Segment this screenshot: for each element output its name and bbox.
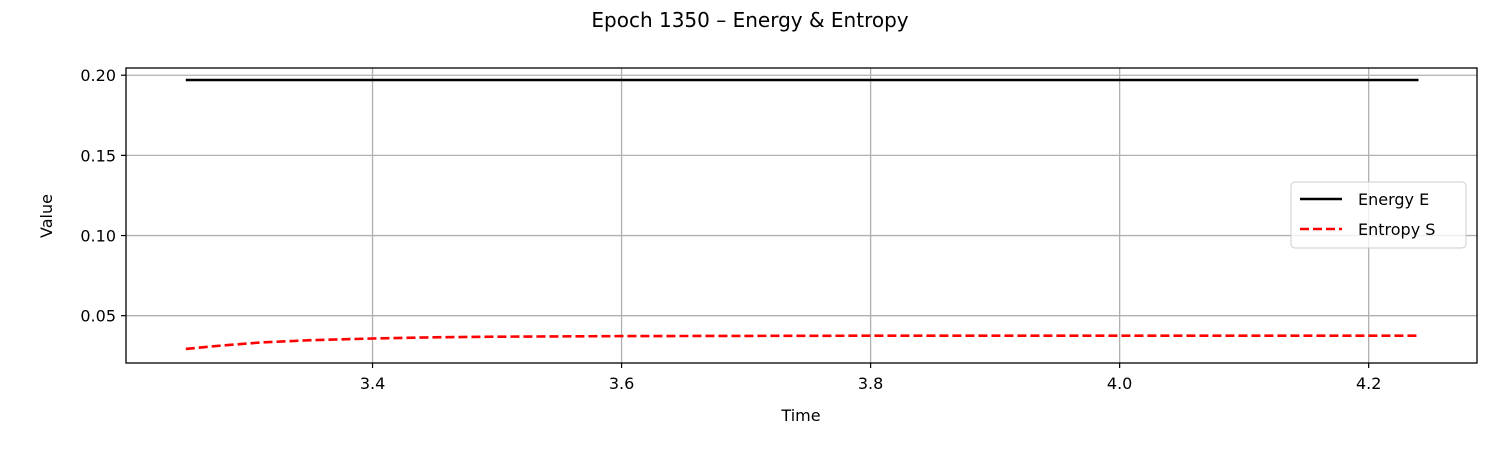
- x-ticks: 3.4 3.6 3.8 4.0 4.2: [360, 363, 1381, 393]
- x-tick-label: 4.0: [1107, 374, 1132, 393]
- series-line-entropy: [185, 334, 1419, 351]
- legend-label: Entropy S: [1358, 220, 1435, 239]
- y-tick-label: 0.15: [80, 146, 116, 165]
- legend: Energy E Entropy S: [1290, 181, 1467, 249]
- y-tick-label: 0.10: [80, 227, 116, 246]
- x-tick-label: 3.4: [360, 374, 385, 393]
- grid-lines: [126, 68, 1477, 363]
- x-tick-label: 3.8: [858, 374, 883, 393]
- plot-frame: [125, 67, 1478, 364]
- y-tick-label: 0.20: [80, 66, 116, 85]
- y-tick-label: 0.05: [80, 307, 116, 326]
- x-tick-label: 4.2: [1356, 374, 1381, 393]
- y-ticks: 0.05 0.10 0.15 0.20: [80, 66, 126, 326]
- series-lines: [185, 78, 1419, 351]
- x-axis-label: Time: [780, 406, 820, 425]
- y-axis-label: Value: [37, 194, 56, 238]
- legend-label: Energy E: [1358, 190, 1429, 209]
- chart-title: Epoch 1350 – Energy & Entropy: [591, 8, 908, 32]
- x-tick-label: 3.6: [609, 374, 634, 393]
